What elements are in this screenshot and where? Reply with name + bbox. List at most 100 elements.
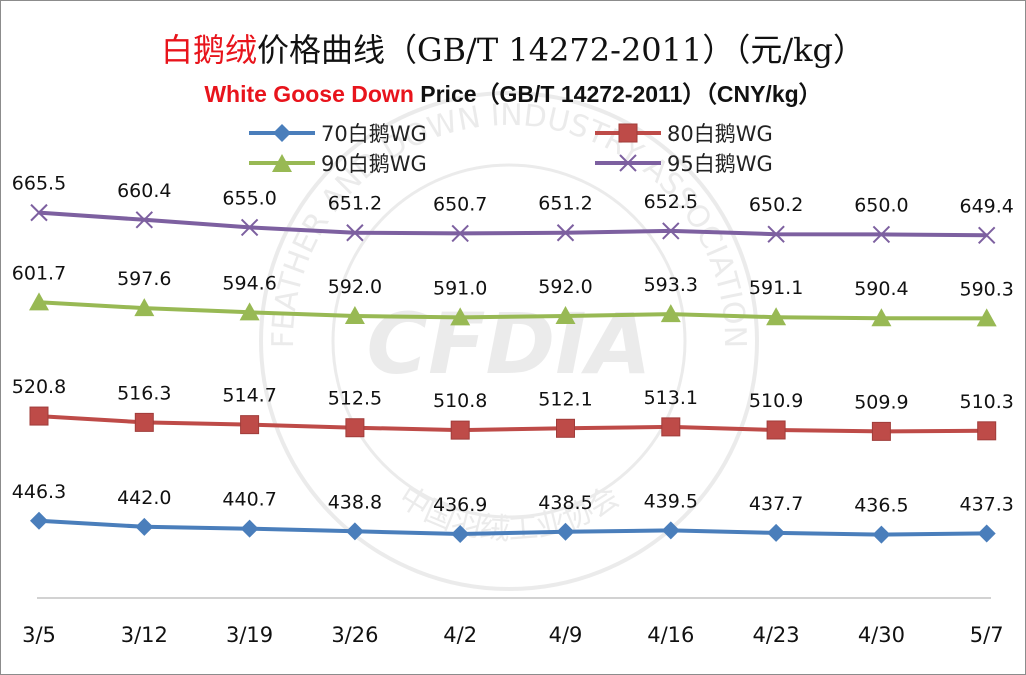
x-tick-label: 3/26	[331, 623, 378, 647]
data-label: 438.5	[538, 492, 592, 514]
data-point	[976, 308, 997, 327]
chart-title-rest: 价格曲线（GB/T 14272-2011）（元/kg）	[256, 31, 866, 69]
data-point	[451, 224, 469, 243]
series-line	[38, 300, 987, 321]
data-label: 590.4	[854, 278, 908, 300]
x-tick-label: 3/19	[226, 623, 273, 647]
data-point	[977, 226, 996, 244]
chart-subtitle-highlight: White Goose Down	[204, 81, 414, 107]
data-point	[344, 305, 365, 324]
legend-item-90: 90白鹅WG	[249, 148, 427, 178]
data-label: 601.7	[12, 262, 66, 284]
data-point	[661, 417, 681, 437]
data-label: 510.8	[433, 390, 487, 412]
data-label: 520.8	[12, 376, 66, 398]
data-point	[767, 225, 785, 243]
data-point	[872, 525, 891, 544]
data-label: 590.3	[959, 278, 1013, 300]
data-label: 591.0	[433, 277, 487, 299]
x-tick-label: 4/30	[858, 623, 905, 647]
data-point	[556, 418, 575, 438]
series-line	[38, 210, 987, 238]
data-label: 652.5	[644, 191, 698, 213]
series-0: 446.3 442.0 440.7 438.8 436.9 438.5 439.5 437.7…	[12, 481, 1014, 544]
data-point	[29, 292, 49, 311]
data-point	[556, 224, 575, 242]
legend-swatch-70	[249, 124, 315, 142]
data-label: 509.9	[854, 391, 908, 413]
data-label: 446.3	[12, 481, 66, 503]
data-label: 437.3	[959, 493, 1013, 515]
watermark-ring-outer	[259, 91, 759, 591]
legend-item-95: 95白鹅WG	[595, 148, 773, 178]
legend-swatch-80	[595, 123, 661, 143]
data-point	[345, 522, 364, 541]
data-point	[450, 420, 470, 440]
data-point	[345, 418, 365, 438]
data-point	[556, 522, 575, 541]
data-point	[451, 525, 470, 544]
data-label: 597.6	[117, 268, 171, 290]
data-point	[29, 406, 49, 426]
legend-label-95: 95白鹅WG	[667, 152, 773, 176]
data-point	[30, 511, 48, 530]
data-label: 649.4	[959, 195, 1013, 217]
legend-item-80: 80白鹅WG	[595, 118, 773, 148]
legend-label-70: 70白鹅WG	[321, 122, 427, 146]
data-point	[135, 211, 154, 229]
data-point	[134, 412, 154, 432]
data-point	[766, 420, 786, 440]
x-tick-label: 4/9	[549, 623, 583, 647]
data-label: 592.0	[538, 276, 592, 298]
data-label: 655.0	[222, 187, 276, 209]
data-point	[30, 203, 48, 222]
data-label: 593.3	[644, 274, 698, 296]
data-point	[767, 523, 786, 542]
data-point	[661, 521, 680, 540]
data-label: 665.5	[12, 173, 66, 195]
series-1: 520.8 516.3 514.7 512.5 510.8 512.1 513.1 510.9…	[12, 376, 1014, 441]
data-label: 594.6	[222, 272, 276, 294]
data-label: 512.1	[538, 388, 592, 410]
data-point	[135, 517, 154, 536]
data-point	[977, 421, 997, 441]
data-label: 437.7	[749, 493, 803, 515]
series-line	[38, 518, 987, 537]
data-point	[555, 305, 576, 324]
legend-swatch-95	[595, 154, 661, 172]
data-point	[977, 524, 996, 543]
series-line	[38, 414, 987, 434]
data-label: 438.8	[328, 491, 382, 513]
data-label: 651.2	[328, 193, 382, 215]
data-label: 650.7	[433, 193, 487, 215]
data-point	[871, 421, 891, 441]
data-label: 512.5	[328, 388, 382, 410]
chart-title: 白鹅绒价格曲线（GB/T 14272-2011）（元/kg）	[1, 25, 1025, 71]
data-point	[660, 304, 681, 323]
x-tick-label: 3/5	[22, 623, 56, 647]
watermark-ring-inner	[331, 163, 687, 519]
x-tick-label: 4/23	[753, 623, 800, 647]
x-tick-label: 4/2	[443, 623, 477, 647]
data-point	[450, 307, 471, 326]
x-tick-label: 5/7	[970, 623, 1004, 647]
watermark-logo: CFDIA	[366, 295, 651, 393]
data-label: 650.0	[854, 194, 908, 216]
series-3: 665.5 660.4 655.0 651.2 650.7 651.2 652.5 650.2…	[12, 173, 1014, 244]
data-label: 651.2	[538, 193, 592, 215]
data-point	[871, 308, 892, 327]
data-point	[662, 222, 680, 240]
data-label: 592.0	[328, 276, 382, 298]
x-tick-label: 3/12	[121, 623, 168, 647]
chart-subtitle-rest: Price（GB/T 14272-2011）（CNY/kg）	[413, 81, 822, 107]
data-label: 513.1	[644, 387, 698, 409]
x-tick-label: 4/16	[647, 623, 694, 647]
data-point	[346, 224, 364, 242]
data-label: 436.5	[854, 495, 908, 517]
legend-item-70: 70白鹅WG	[249, 118, 427, 148]
data-label: 510.9	[749, 390, 803, 412]
data-point	[240, 218, 259, 237]
data-label: 660.4	[117, 180, 171, 202]
